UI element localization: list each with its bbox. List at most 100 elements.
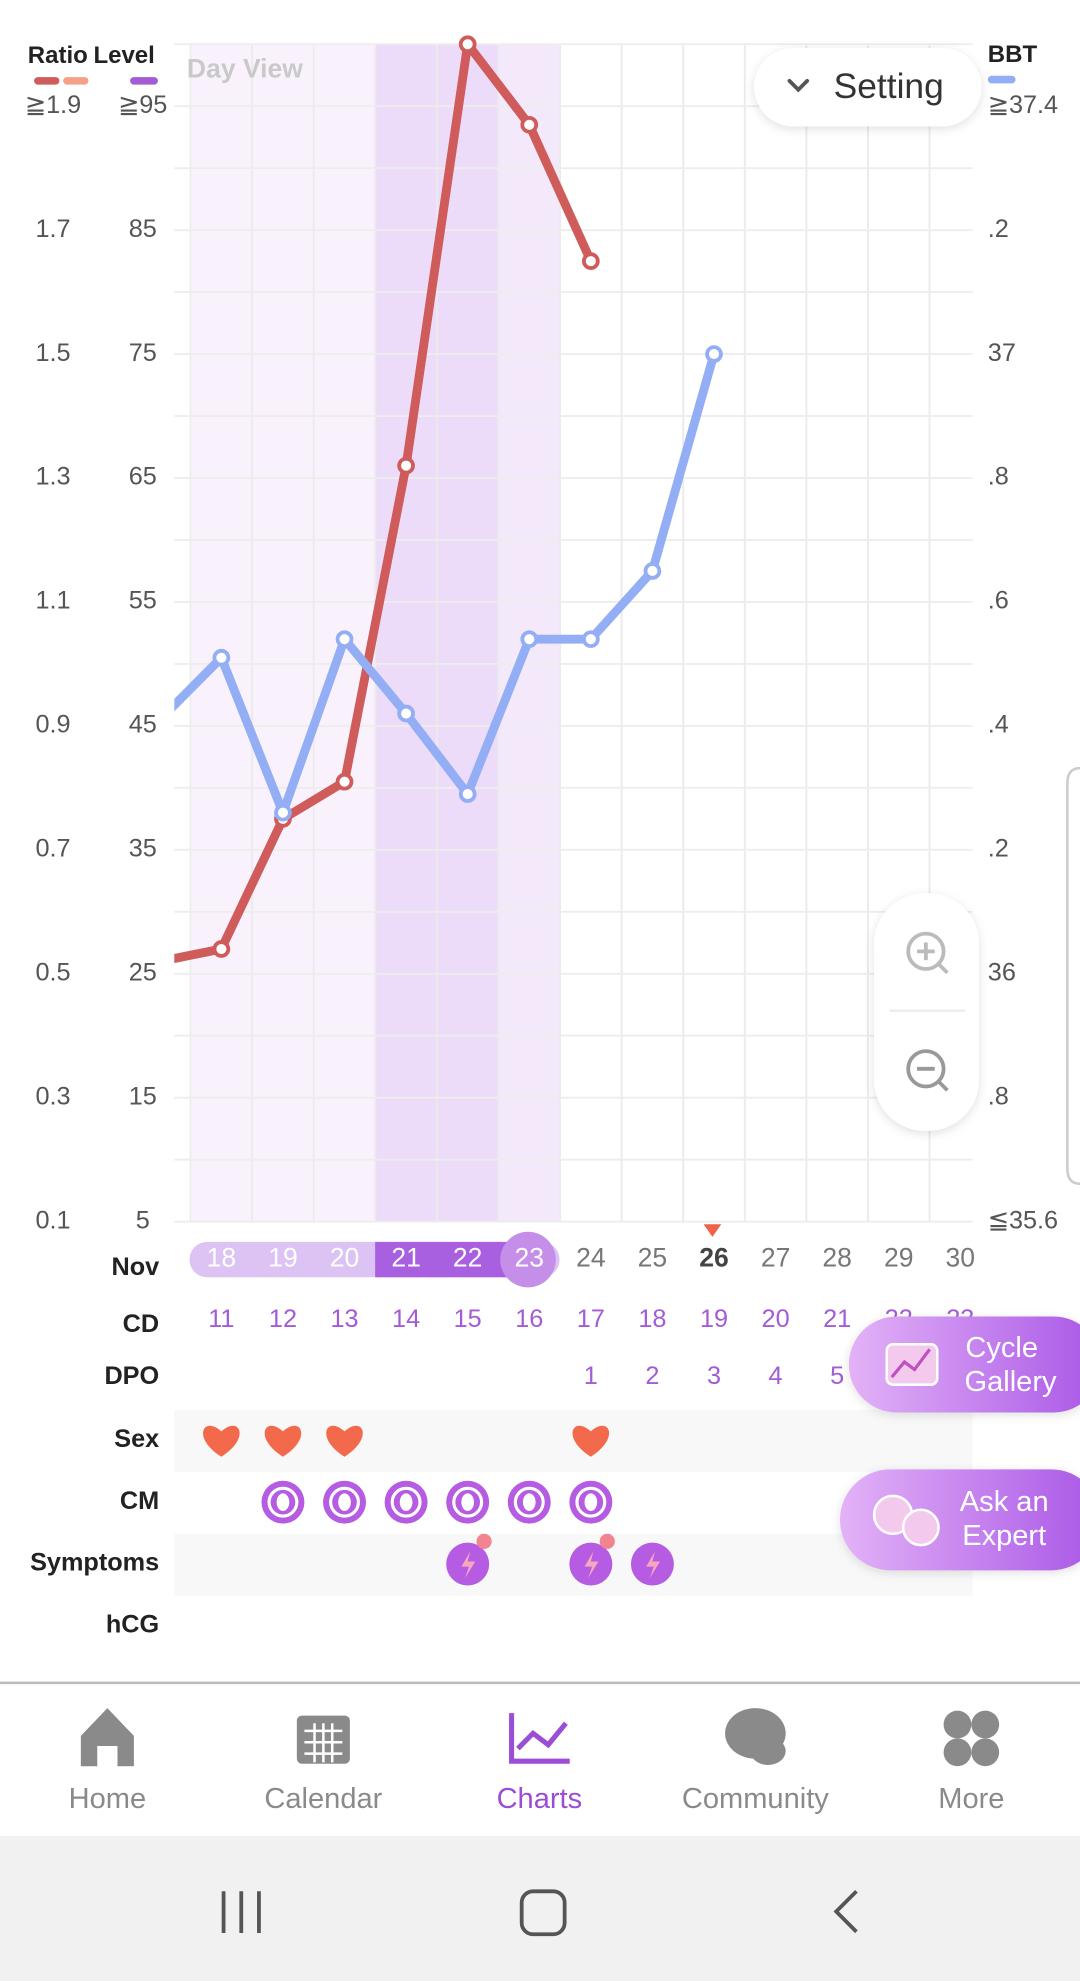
- day-label: 22: [453, 1243, 482, 1273]
- pill-ovulation: [500, 1231, 556, 1288]
- cm-icon-inner: [390, 1486, 422, 1518]
- day-row: 18 19 20 21 22 23 24 25 26 27 28 29 30: [189, 1224, 975, 1288]
- charts-icon[interactable]: [509, 1713, 570, 1764]
- gallery-icon-line[interactable]: [890, 1348, 931, 1379]
- day-label: 20: [330, 1243, 359, 1273]
- setting-bg[interactable]: [754, 48, 982, 127]
- cd-value: 15: [454, 1305, 482, 1333]
- view-label: Day View: [187, 54, 303, 84]
- sex-icon: [203, 1425, 240, 1457]
- plot: [174, 35, 723, 964]
- point: [335, 772, 354, 791]
- ratio-tick-label: 0.1: [35, 1206, 70, 1234]
- ratio-tick-label: 1.5: [35, 339, 70, 367]
- home-icon[interactable]: [80, 1708, 134, 1767]
- today-marker: [703, 1224, 722, 1237]
- point: [582, 630, 600, 649]
- nav-label[interactable]: More: [938, 1783, 1004, 1815]
- series-line: [174, 39, 595, 964]
- button-bg[interactable]: [848, 1316, 1080, 1413]
- bbt-tick-label: .2: [988, 215, 1009, 243]
- setting-button[interactable]: Setting: [754, 48, 982, 127]
- cm-icon-drop: [399, 1493, 413, 1512]
- cm-icon-drop: [338, 1493, 351, 1512]
- day-label: 21: [391, 1243, 420, 1273]
- button-label[interactable]: Ask an: [960, 1486, 1049, 1518]
- symptom-badge: [476, 1533, 492, 1549]
- legend-level: Level: [93, 42, 154, 69]
- ask-expert-button[interactable]: Ask an Expert: [840, 1469, 1080, 1571]
- point: [520, 630, 539, 649]
- cm-icon-inner: [513, 1486, 545, 1518]
- button-label[interactable]: Gallery: [965, 1366, 1057, 1398]
- row-label: CM: [120, 1487, 159, 1515]
- day-label: 19: [268, 1243, 297, 1273]
- day-label: 29: [884, 1243, 913, 1273]
- ratio-tick-label: 0.5: [35, 958, 70, 986]
- cd-value: 11: [208, 1305, 234, 1333]
- point: [520, 115, 539, 134]
- point: [458, 785, 477, 803]
- button-bg[interactable]: [840, 1469, 1080, 1571]
- cm-icon-inner: [329, 1486, 360, 1518]
- back-button[interactable]: [833, 1889, 858, 1934]
- button-label[interactable]: Expert: [962, 1520, 1046, 1552]
- cycle-gallery-button[interactable]: Cycle Gallery: [848, 1316, 1080, 1413]
- level-tick-label: 5: [136, 1206, 150, 1234]
- legend-bbt: BBT: [988, 41, 1038, 68]
- bbt-tick-label: .2: [988, 835, 1009, 863]
- bbt-tick-label: ≦35.6: [988, 1206, 1058, 1234]
- row-label: Nov: [111, 1253, 159, 1281]
- sex-icon: [264, 1425, 302, 1457]
- point: [582, 252, 600, 270]
- calendar-grid[interactable]: [304, 1723, 343, 1763]
- nav-icons: [80, 1708, 1000, 1767]
- point: [335, 630, 354, 649]
- symptom-glyph: [461, 1551, 476, 1578]
- point: [212, 940, 231, 958]
- cd-value: 20: [762, 1305, 790, 1333]
- button-label[interactable]: Cycle: [965, 1332, 1038, 1364]
- cm-icon-drop: [461, 1493, 474, 1512]
- bbt-tick-label: .8: [988, 463, 1009, 491]
- point: [274, 803, 292, 822]
- day-label: 27: [761, 1243, 790, 1273]
- bbt-tick-label: .6: [988, 587, 1009, 615]
- day-label: 28: [822, 1243, 851, 1273]
- setting-label[interactable]: Setting: [834, 67, 944, 106]
- level-tick-label: 15: [129, 1082, 157, 1110]
- cm-icon-drop: [276, 1493, 290, 1512]
- point: [643, 562, 662, 580]
- home-button[interactable]: [519, 1889, 567, 1937]
- level-tick-label: 55: [129, 587, 157, 615]
- point: [705, 345, 723, 363]
- recent-apps[interactable]: [221, 1891, 261, 1933]
- symptom-glyph: [646, 1551, 660, 1578]
- day-label: 18: [207, 1243, 236, 1273]
- nav-label[interactable]: Home: [69, 1783, 146, 1815]
- series-line: [174, 352, 719, 818]
- more-icon[interactable]: [943, 1710, 1000, 1767]
- expert-icon[interactable]: [901, 1508, 940, 1547]
- nav-label[interactable]: Calendar: [264, 1783, 382, 1815]
- ratio-tick-label: 0.9: [35, 711, 70, 739]
- level-tick-label: 35: [129, 835, 157, 863]
- ratio-tick-label: 1.1: [35, 587, 70, 615]
- community-icon[interactable]: [750, 1737, 786, 1765]
- symptom-badge: [599, 1533, 615, 1549]
- zoom-out[interactable]: [906, 1049, 949, 1092]
- zoom-in[interactable]: [906, 931, 949, 975]
- point: [397, 704, 415, 723]
- symptom-glyph: [584, 1551, 599, 1578]
- legend-ratio: Ratio: [28, 42, 88, 69]
- ratio-tick-label: 0.3: [35, 1082, 70, 1110]
- chevron[interactable]: [787, 78, 810, 93]
- nav-label[interactable]: Community: [682, 1783, 829, 1815]
- dpo-value: 3: [707, 1362, 721, 1390]
- nav-label[interactable]: Charts: [497, 1783, 583, 1815]
- row-label: Sex: [114, 1425, 159, 1453]
- ratio-tick-label: 1.3: [35, 463, 70, 491]
- level-tick-label: 65: [129, 463, 157, 491]
- log-icons: [203, 1425, 674, 1586]
